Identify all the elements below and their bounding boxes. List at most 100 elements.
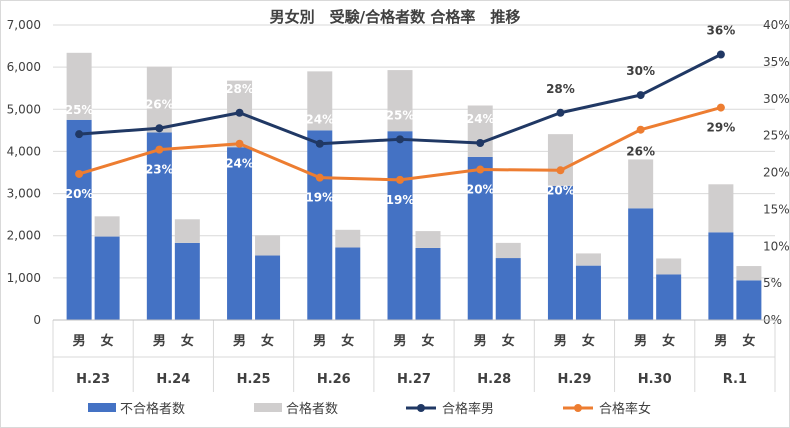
y-tick-label: 7,000 [7,18,41,32]
bar-female-fail [736,280,762,320]
female-rate-point [556,166,565,175]
legend-fail: 不合格者数 [88,401,185,417]
male-rate-point [476,139,485,147]
y2-tick-label: 15% [763,202,790,216]
male-rate-point [155,124,164,133]
x-sub-label-female: 女 [502,333,515,349]
legend-male-rate-marker [417,404,425,412]
x-category-label: H.24 [156,372,190,387]
x-sub-label-female: 女 [582,333,595,349]
bar-female-pass [656,258,682,275]
x-sub-label-male: 男 [393,334,406,349]
x-sub-label-male: 男 [474,334,487,349]
bar-male-fail [467,156,493,320]
male-rate-label: 24% [466,112,495,126]
bar-female-fail [495,258,521,320]
y2-tick-label: 20% [763,166,790,180]
y-tick-label: 0 [33,313,41,327]
legend-fail-text: 不合格者数 [120,401,185,417]
bar-female-pass [174,219,200,243]
male-rate-point [235,108,244,117]
male-rate-label: 28% [225,82,254,96]
male-rate-label: 36% [707,24,736,38]
x-category-label: R.1 [723,372,747,387]
male-rate-label: 24% [305,113,334,127]
bar-male-pass [307,71,333,131]
female-rate-point [396,175,404,184]
bar-female-fail [94,236,120,320]
female-rate-label: 20% [546,183,575,197]
y-tick-label: 3,000 [7,187,41,201]
bar-male-pass [66,52,92,120]
x-sub-label-male: 男 [634,334,647,349]
x-sub-label-female: 女 [742,333,755,349]
female-rate-label: 29% [707,121,736,135]
x-category-label: H.28 [477,372,511,387]
x-category-label: H.26 [317,372,351,387]
x-sub-label-female: 女 [101,333,114,349]
female-rate-point [476,165,485,174]
female-rate-point [235,139,244,148]
y2-tick-label: 25% [763,129,790,143]
y-axis-left: 0 1,000 2,000 3,000 4,000 5,000 6,000 7,000 [7,18,41,327]
bar-female-pass [495,242,521,259]
bar-female-pass [575,253,601,266]
bar-male-fail [307,130,333,320]
male-rate-label: 25% [65,103,94,117]
rate-lines [75,50,725,184]
y2-tick-label: 5% [763,276,782,290]
y2-tick-label: 10% [763,239,790,253]
male-rate-point [315,139,324,148]
x-category-label: H.30 [638,372,672,387]
x-sub-label-female: 女 [181,333,194,349]
x-sub-label-male: 男 [313,334,326,349]
legend-female-rate-marker [574,404,582,412]
female-rate-point [636,125,645,134]
x-axis: 男女H.23男 女H.24男 女H.25男 女H.26男 女H.27男 女H.28男 女H.… [52,319,776,392]
y2-tick-label: 40% [763,18,790,32]
female-rate-label: 20% [466,183,495,197]
bar-female-pass [736,266,762,281]
x-sub-label-male: 男 [153,334,166,349]
bar-female-fail [575,265,601,320]
male-rate-point [396,135,404,144]
bar-female-pass [94,216,120,237]
bar-female-fail [415,247,441,320]
bar-male-fail [66,119,92,320]
x-category-label: H.27 [397,372,431,387]
bar-female-fail [255,255,281,320]
female-rate-label: 24% [225,157,254,171]
male-rate-label: 25% [386,108,415,122]
female-rate-label: 20% [65,187,94,201]
female-rate-label: 19% [305,191,334,205]
x-sub-label-female: 女 [421,333,434,349]
legend-male-rate: 合格率男 [406,401,494,417]
bar-female-fail [656,274,682,320]
bar-male-pass [146,66,172,133]
bar-male-pass [467,105,493,157]
legend-male-rate-text: 合格率男 [442,401,494,417]
bar-female-fail [174,242,200,320]
x-sub-label-female: 女 [341,333,354,349]
bar-male-pass [708,184,734,233]
male-rate-label: 28% [546,82,575,96]
male-rate-point [716,50,725,59]
bar-female-pass [335,229,361,248]
bars [66,52,762,320]
female-rate-point [716,103,725,112]
legend-pass: 合格者数 [254,401,338,417]
male-rate-point [75,130,84,139]
x-sub-label-female: 女 [261,333,274,349]
x-sub-label-male: 男 [73,334,86,349]
bar-male-fail [628,208,654,320]
male-rate-label: 26% [145,97,174,111]
bar-male-fail [146,132,172,320]
x-sub-label-male: 男 [714,334,727,349]
male-rate-point [636,91,645,100]
x-sub-label-male: 男 [233,334,246,349]
legend-pass-text: 合格者数 [286,401,338,417]
male-rate-label: 30% [626,64,655,78]
y-tick-label: 1,000 [7,271,41,285]
female-rate-label: 23% [145,163,174,177]
